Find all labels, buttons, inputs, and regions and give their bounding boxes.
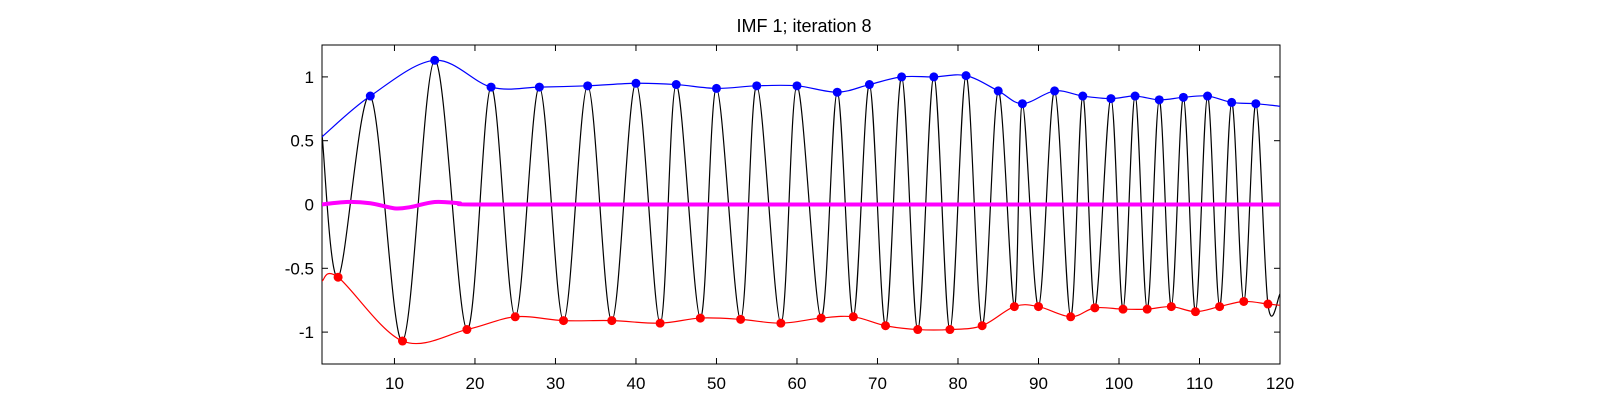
minima-point	[559, 316, 569, 326]
maxima-point	[993, 86, 1003, 96]
x-tick-label: 30	[546, 374, 565, 393]
maxima-point	[1178, 92, 1188, 102]
minima-point	[1190, 307, 1200, 317]
maxima-point	[864, 80, 874, 90]
maxima-point	[1130, 91, 1140, 101]
x-tick-label: 20	[465, 374, 484, 393]
minima-point	[398, 336, 408, 346]
maxima-point	[1106, 94, 1116, 104]
minima-point	[1090, 303, 1100, 313]
y-tick-label: -0.5	[285, 259, 314, 278]
mean-envelope-line	[322, 199, 1280, 211]
signal-line	[322, 59, 1280, 342]
maxima-point	[631, 78, 641, 88]
maxima-point	[1017, 99, 1027, 109]
x-tick-label: 10	[385, 374, 404, 393]
x-tick-label: 100	[1105, 374, 1133, 393]
maxima-point	[1154, 95, 1164, 105]
maxima-point	[792, 81, 802, 91]
minima-point	[510, 312, 520, 322]
minima-point	[776, 318, 786, 328]
x-tick-label: 110	[1186, 374, 1213, 393]
x-tick-label: 50	[707, 374, 726, 393]
maxima-point	[1078, 91, 1088, 101]
minima-point	[1263, 299, 1273, 309]
maxima-point	[583, 81, 593, 91]
maxima-point	[1050, 86, 1060, 96]
maxima-point	[752, 81, 762, 91]
maxima-point	[430, 55, 440, 65]
y-tick-label: 1	[305, 68, 314, 87]
maxima-point	[897, 72, 907, 82]
maxima-point	[1227, 97, 1237, 107]
minima-point	[913, 325, 923, 335]
x-tick-label: 120	[1266, 374, 1294, 393]
maxima-point	[671, 80, 681, 90]
maxima-point	[486, 82, 496, 92]
upper-envelope-line	[322, 59, 1280, 138]
maxima-point	[711, 83, 721, 93]
minima-point	[816, 313, 826, 323]
x-tick-label: 60	[788, 374, 807, 393]
minima-point	[945, 325, 955, 335]
maxima-point	[365, 91, 375, 101]
x-tick-label: 40	[627, 374, 646, 393]
maxima-point	[832, 87, 842, 97]
maxima-point	[961, 71, 971, 81]
minima-point	[1066, 312, 1076, 322]
minima-point	[881, 321, 891, 331]
x-tick-label: 80	[949, 374, 968, 393]
minima-point	[1142, 304, 1152, 314]
minima-point	[333, 272, 343, 282]
minima-point	[977, 321, 987, 331]
minima-point	[1239, 296, 1249, 306]
chart-title: IMF 1; iteration 8	[736, 16, 872, 36]
x-tick-label: 90	[1029, 374, 1048, 393]
minima-point	[607, 316, 617, 326]
maxima-point	[1251, 99, 1261, 109]
minima-point	[1033, 302, 1043, 312]
maxima-point	[534, 82, 544, 92]
minima-point	[655, 318, 665, 328]
minima-point	[848, 312, 858, 322]
minima-point	[1009, 302, 1019, 312]
minima-point	[695, 313, 705, 323]
minima-point	[1118, 304, 1128, 314]
minima-point	[736, 314, 746, 324]
maxima-point	[1203, 91, 1213, 101]
y-tick-label: 0	[305, 196, 314, 215]
y-tick-label: 0.5	[290, 132, 314, 151]
maxima-point	[929, 72, 939, 82]
x-tick-label: 70	[868, 374, 887, 393]
minima-point	[1215, 302, 1225, 312]
minima-point	[462, 325, 472, 335]
minima-point	[1166, 302, 1176, 312]
y-tick-label: -1	[299, 323, 314, 342]
